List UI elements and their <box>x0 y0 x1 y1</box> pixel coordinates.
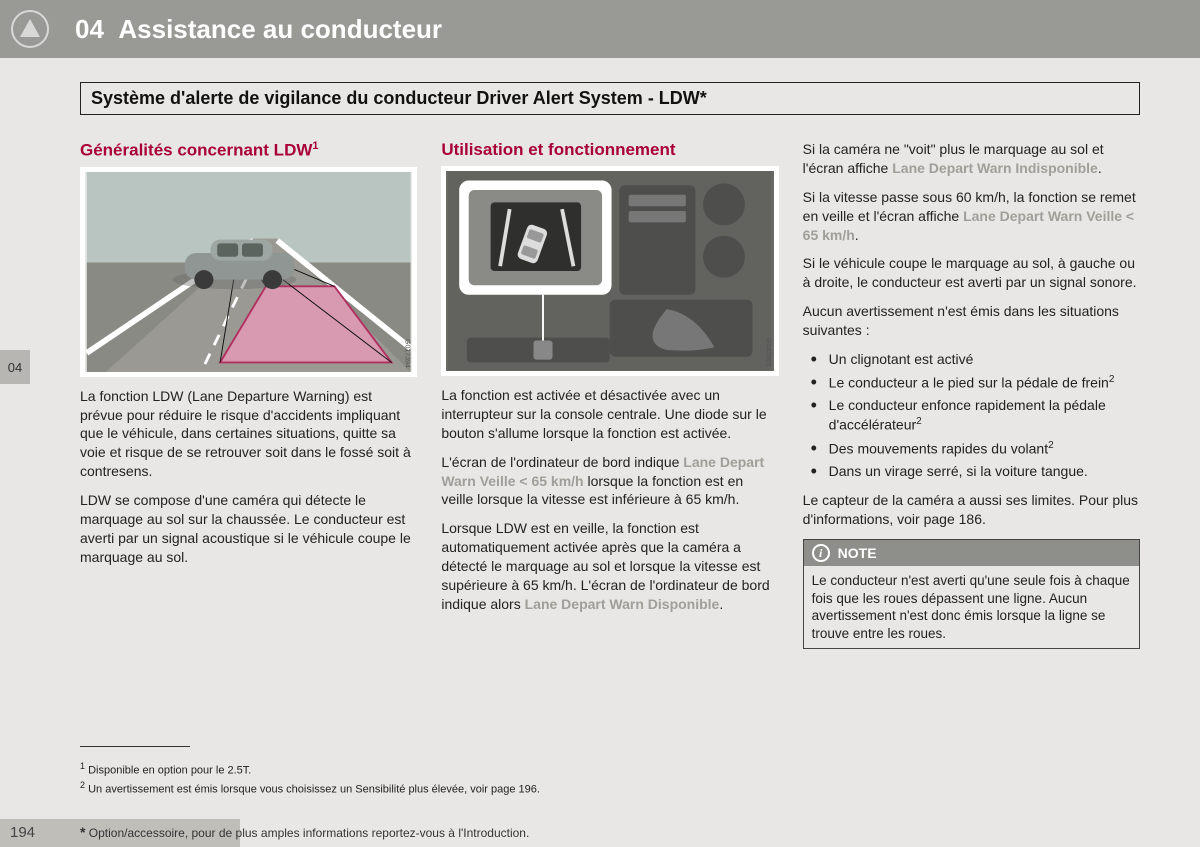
col3-p2b: . <box>855 227 859 243</box>
lane-illustration <box>85 172 412 372</box>
footnote-2: 2 Un avertissement est émis lorsque vous… <box>80 779 1140 798</box>
figure-ldw-lane: G017394 <box>80 167 417 377</box>
col2-msg2: Lane Depart Warn Disponible <box>525 596 720 612</box>
col1-title-sup: 1 <box>312 140 318 152</box>
col3-para3: Si le véhicule coupe le marquage au sol,… <box>803 254 1140 292</box>
side-tab: 04 <box>0 350 30 384</box>
list-item: Le conducteur enfonce rapidement la péda… <box>811 396 1140 434</box>
figure2-code: G042861 <box>765 338 772 367</box>
footnote-2-text: Un avertissement est émis lorsque vous c… <box>88 784 540 796</box>
column-1: Généralités concernant LDW1 <box>80 140 417 649</box>
figure1-code: G017394 <box>403 339 410 368</box>
column-2: Utilisation et fonctionnement <box>441 140 778 649</box>
col2-title: Utilisation et fonctionnement <box>441 140 778 160</box>
list-item: Des mouvements rapides du volant2 <box>811 439 1140 459</box>
bullet-list: Un clignotant est activé Le conducteur a … <box>811 350 1140 481</box>
col1-title-text: Généralités concernant LDW <box>80 141 312 160</box>
chapter-number: 04 <box>75 14 104 44</box>
col3-msg1: Lane Depart Warn Indisponible <box>892 160 1098 176</box>
col3-para1: Si la caméra ne "voit" plus le marquage … <box>803 140 1140 178</box>
column-3: Si la caméra ne "voit" plus le marquage … <box>803 140 1140 649</box>
list-item: Le conducteur a le pied sur la pédale de… <box>811 373 1140 393</box>
footnotes: 1 Disponible en option pour le 2.5T. 2 U… <box>80 756 1140 798</box>
list-item: Un clignotant est activé <box>811 350 1140 369</box>
col1-para1: La fonction LDW (Lane Departure Warning)… <box>80 387 417 481</box>
footnote-1-text: Disponible en option pour le 2.5T. <box>88 765 251 777</box>
col2-p3b: . <box>719 596 723 612</box>
warning-icon <box>11 10 49 48</box>
col2-para1: La fonction est activée et désactivée av… <box>441 386 778 443</box>
col3-para2: Si la vitesse passe sous 60 km/h, la fon… <box>803 188 1140 245</box>
page-number: 194 <box>10 824 35 841</box>
chapter-name: Assistance au conducteur <box>118 14 442 44</box>
col2-para3: Lorsque LDW est en veille, la fonction e… <box>441 519 778 613</box>
note-body: Le conducteur n'est averti qu'une seule … <box>804 566 1139 648</box>
column-container: Généralités concernant LDW1 <box>80 140 1140 649</box>
chapter-title: 04 Assistance au conducteur <box>75 14 442 45</box>
chapter-header: 04 Assistance au conducteur <box>0 0 1200 58</box>
footnote-1: 1 Disponible en option pour le 2.5T. <box>80 760 1140 779</box>
col2-p2a: L'écran de l'ordinateur de bord indique <box>441 454 683 470</box>
col1-para2: LDW se compose d'une caméra qui détecte … <box>80 491 417 567</box>
console-illustration <box>446 171 773 371</box>
footer-star: * <box>80 824 85 840</box>
footer-text: * Option/accessoire, pour de plus amples… <box>80 824 529 840</box>
note-header: i NOTE <box>804 540 1139 566</box>
list-item: Dans un virage serré, si la voiture tang… <box>811 462 1140 481</box>
info-icon: i <box>812 544 830 562</box>
col3-p1b: . <box>1098 160 1102 176</box>
figure-console: G042861 <box>441 166 778 376</box>
footer-note: Option/accessoire, pour de plus amples i… <box>89 826 530 840</box>
col3-para4: Aucun avertissement n'est émis dans les … <box>803 302 1140 340</box>
col1-title: Généralités concernant LDW1 <box>80 140 417 161</box>
section-heading: Système d'alerte de vigilance du conduct… <box>80 82 1140 115</box>
col2-para2: L'écran de l'ordinateur de bord indique … <box>441 453 778 510</box>
note-box: i NOTE Le conducteur n'est averti qu'une… <box>803 539 1140 649</box>
footnote-divider <box>80 746 190 747</box>
note-title: NOTE <box>838 545 877 561</box>
col3-para5: Le capteur de la caméra a aussi ses limi… <box>803 491 1140 529</box>
